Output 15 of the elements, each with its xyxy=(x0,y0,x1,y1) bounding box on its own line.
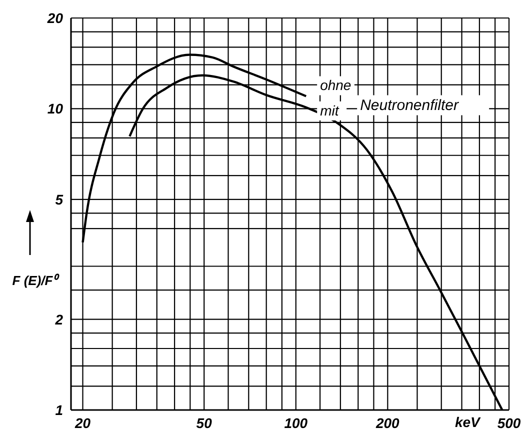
x-tick-label: 50 xyxy=(196,414,212,431)
x-tick-label: 200 xyxy=(374,414,400,431)
x-tick-label: 20 xyxy=(74,414,91,431)
y-tick-label: 10 xyxy=(47,100,64,117)
y-tick-label: 1 xyxy=(55,402,64,418)
x-axis-title: keV xyxy=(454,414,482,430)
y-tick-label: 20 xyxy=(46,10,64,26)
series-label: mit xyxy=(320,102,340,118)
y-tick-label: 2 xyxy=(54,311,64,328)
y-tick-label: 5 xyxy=(55,191,64,208)
x-tick-label: 500 xyxy=(497,414,521,431)
annotation: Neutronenfilter xyxy=(360,97,460,114)
y-axis-title: F (E)/F⁰ xyxy=(12,273,60,288)
series-label: ohne xyxy=(320,77,352,94)
x-tick-label: 100 xyxy=(284,414,308,431)
